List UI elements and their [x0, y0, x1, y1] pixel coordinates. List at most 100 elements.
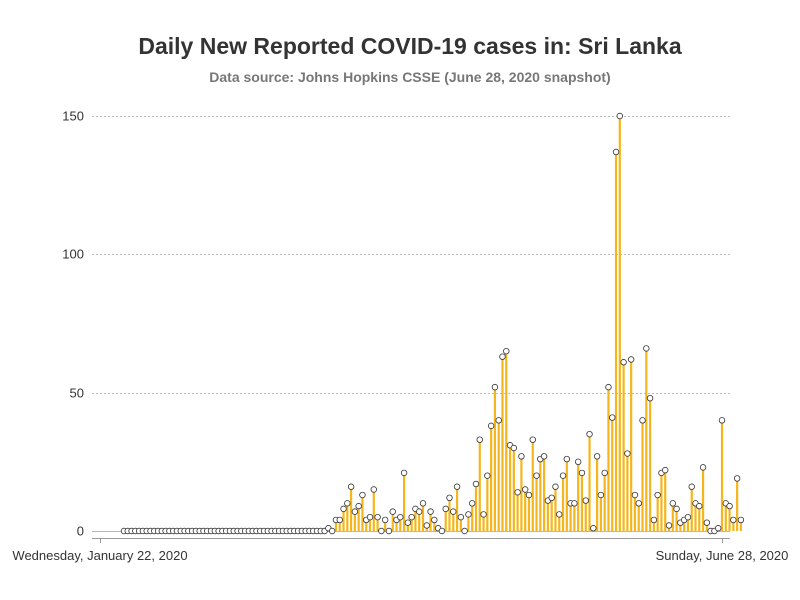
data-point: [442, 505, 449, 513]
bar: [361, 495, 364, 531]
data-point: [491, 383, 499, 391]
data-point: [612, 148, 620, 156]
bar: [368, 517, 372, 531]
bar: [698, 506, 701, 531]
bar: [561, 475, 565, 531]
data-point: [552, 483, 559, 490]
data-point: [616, 112, 624, 120]
data-point: [703, 519, 711, 526]
bar: [679, 522, 682, 531]
data-point: [389, 508, 396, 515]
y-tick-label: 150: [62, 109, 84, 124]
bar: [618, 116, 621, 531]
data-point: [559, 472, 567, 479]
data-point: [593, 453, 601, 460]
data-point: [605, 383, 612, 391]
bar: [493, 387, 497, 531]
data-point: [688, 483, 695, 490]
bar: [429, 511, 432, 531]
bar: [520, 456, 523, 531]
bar: [705, 522, 708, 531]
bar: [471, 503, 474, 531]
bar: [372, 489, 375, 531]
data-point: [359, 491, 366, 499]
bar: [486, 475, 489, 531]
data-point: [450, 508, 457, 515]
data-point: [344, 500, 351, 507]
bar: [603, 472, 606, 531]
x-end-label: Sunday, June 28, 2020: [656, 548, 789, 563]
data-point: [646, 395, 654, 402]
bar: [338, 519, 341, 531]
data-point: [529, 436, 536, 443]
data-point: [571, 500, 578, 507]
data-point: [730, 516, 737, 524]
bar: [535, 475, 538, 531]
bar: [720, 420, 724, 531]
data-point: [620, 359, 627, 366]
data-point: [601, 469, 608, 477]
bar: [508, 445, 512, 531]
bar: [395, 519, 398, 531]
bar: [399, 517, 402, 531]
bar: [683, 519, 686, 531]
data-point: [355, 502, 362, 510]
bar: [599, 495, 602, 531]
data-point: [669, 500, 676, 507]
data-point: [347, 483, 355, 490]
data-point: [385, 527, 393, 535]
bar: [497, 420, 500, 531]
bar: [410, 517, 413, 531]
data-point: [654, 491, 661, 499]
bar: [433, 519, 436, 531]
bar: [474, 483, 478, 531]
bar: [543, 456, 546, 531]
bar: [467, 514, 470, 531]
bar: [546, 500, 549, 531]
data-point: [374, 513, 381, 521]
bar: [516, 492, 519, 531]
bar: [346, 503, 349, 531]
data-point: [461, 527, 468, 535]
bar: [736, 478, 739, 531]
bar: [588, 434, 591, 531]
data-point: [340, 505, 347, 513]
data-point: [416, 508, 423, 515]
bar: [686, 517, 690, 531]
data-point: [726, 502, 733, 510]
data-point: [525, 491, 533, 499]
data-point: [469, 500, 476, 507]
y-tick-label: 100: [62, 247, 84, 262]
bar: [531, 439, 534, 531]
data-point: [586, 430, 593, 438]
data-point: [650, 516, 658, 524]
data-point: [423, 522, 430, 529]
bar: [573, 503, 576, 531]
bar: [558, 514, 561, 531]
bar: [660, 472, 663, 531]
data-point: [597, 491, 605, 499]
bar: [402, 472, 406, 531]
bar: [418, 511, 421, 531]
chart-subtitle: Data source: Johns Hopkins CSSE (June 28…: [209, 69, 610, 85]
bar: [675, 508, 678, 531]
data-point: [639, 417, 646, 424]
data-point: [733, 475, 741, 482]
data-point: [465, 511, 472, 518]
data-point: [548, 494, 555, 501]
points: [120, 112, 745, 535]
bar: [478, 439, 481, 531]
data-point: [627, 356, 635, 363]
data-point: [662, 466, 669, 474]
bar: [577, 461, 580, 531]
bar: [656, 495, 659, 531]
bar: [596, 456, 599, 531]
bar: [580, 472, 584, 531]
bar: [648, 398, 652, 531]
data-point: [631, 491, 639, 499]
data-point: [487, 422, 495, 430]
bar: [512, 448, 515, 531]
bar: [671, 503, 674, 531]
data-point: [578, 469, 586, 477]
data-point: [438, 527, 446, 535]
